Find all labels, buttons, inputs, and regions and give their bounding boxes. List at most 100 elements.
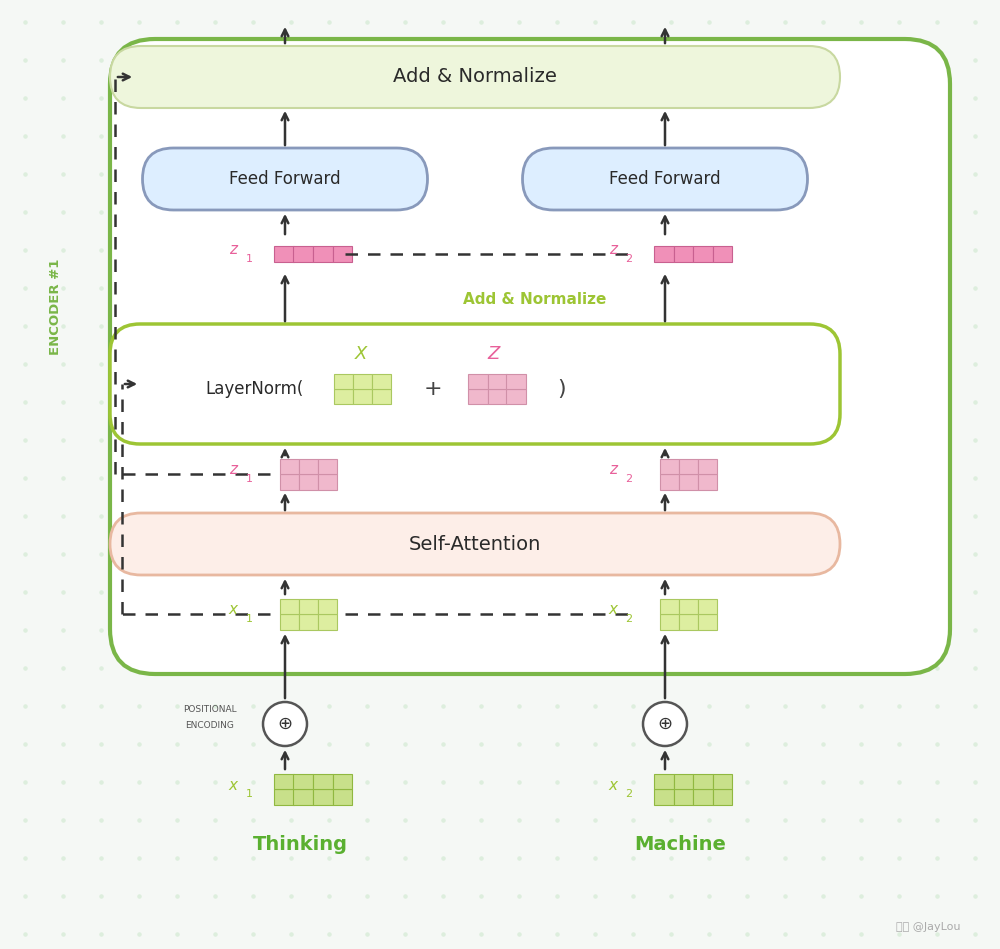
Bar	[313, 246, 332, 262]
Text: $x$: $x$	[608, 603, 620, 618]
Bar	[274, 789, 294, 805]
Bar	[293, 773, 313, 789]
Bar	[713, 246, 732, 262]
Bar	[674, 773, 693, 789]
Text: $z$: $z$	[609, 462, 619, 477]
Text: $z$: $z$	[229, 243, 239, 257]
Bar	[298, 614, 318, 629]
Bar	[468, 374, 488, 389]
Bar	[318, 599, 336, 614]
Bar	[674, 789, 693, 805]
Bar	[280, 614, 298, 629]
Bar	[280, 458, 298, 474]
Text: 1: 1	[246, 614, 253, 624]
Text: $\oplus$: $\oplus$	[277, 715, 293, 733]
Bar	[372, 389, 390, 404]
Text: Add & Normalize: Add & Normalize	[463, 291, 607, 307]
Bar	[332, 789, 352, 805]
Text: Feed Forward: Feed Forward	[229, 170, 341, 188]
FancyBboxPatch shape	[110, 513, 840, 575]
Bar	[372, 374, 390, 389]
Bar	[713, 773, 732, 789]
Bar	[698, 474, 716, 490]
Bar	[332, 773, 352, 789]
Bar	[488, 374, 507, 389]
Text: 1: 1	[246, 789, 253, 799]
Bar	[654, 773, 674, 789]
Text: +: +	[424, 379, 442, 399]
Bar	[313, 773, 332, 789]
Bar	[352, 374, 372, 389]
Text: 2: 2	[625, 789, 633, 799]
Bar	[334, 389, 352, 404]
Text: 2: 2	[625, 474, 633, 484]
Text: $x$: $x$	[228, 603, 240, 618]
Bar	[352, 389, 372, 404]
Bar	[334, 374, 352, 389]
Bar	[298, 474, 318, 490]
Bar	[660, 458, 679, 474]
Bar	[660, 474, 679, 490]
Text: 2: 2	[625, 614, 633, 624]
Bar	[332, 246, 352, 262]
Bar	[298, 599, 318, 614]
Text: ENCODING: ENCODING	[186, 721, 234, 731]
Text: Self-Attention: Self-Attention	[409, 534, 541, 553]
Bar	[318, 474, 336, 490]
Bar	[679, 474, 698, 490]
Bar	[318, 458, 336, 474]
Bar	[488, 389, 507, 404]
Bar	[679, 614, 698, 629]
Bar	[679, 458, 698, 474]
Text: ENCODER #1: ENCODER #1	[49, 258, 62, 355]
Text: 2: 2	[625, 254, 633, 264]
Bar	[674, 246, 693, 262]
Bar	[698, 458, 716, 474]
Text: $x$: $x$	[608, 777, 620, 792]
Bar	[298, 458, 318, 474]
Text: LayerNorm(: LayerNorm(	[206, 380, 304, 398]
FancyBboxPatch shape	[110, 39, 950, 674]
Bar	[654, 246, 674, 262]
Bar	[693, 246, 713, 262]
Bar	[293, 789, 313, 805]
Circle shape	[643, 702, 687, 746]
Text: 知乎 @JayLou: 知乎 @JayLou	[896, 922, 960, 932]
Bar	[313, 789, 332, 805]
Text: 1: 1	[246, 474, 253, 484]
Text: $z$: $z$	[609, 243, 619, 257]
Text: $Z$: $Z$	[487, 345, 503, 363]
FancyBboxPatch shape	[143, 148, 428, 210]
Text: Thinking: Thinking	[252, 834, 348, 853]
Bar	[468, 389, 488, 404]
Text: 1: 1	[246, 254, 253, 264]
Bar	[293, 246, 313, 262]
Text: Feed Forward: Feed Forward	[609, 170, 721, 188]
Text: $\oplus$: $\oplus$	[657, 715, 673, 733]
Text: ): )	[558, 379, 566, 399]
Circle shape	[263, 702, 307, 746]
Bar	[280, 474, 298, 490]
Text: Machine: Machine	[634, 834, 726, 853]
Text: Add & Normalize: Add & Normalize	[393, 67, 557, 86]
Bar	[280, 599, 298, 614]
Bar	[693, 789, 713, 805]
Bar	[506, 374, 526, 389]
Bar	[506, 389, 526, 404]
Bar	[274, 773, 294, 789]
Bar	[693, 773, 713, 789]
Text: $z$: $z$	[229, 462, 239, 477]
Bar	[660, 599, 679, 614]
Bar	[660, 614, 679, 629]
FancyBboxPatch shape	[522, 148, 808, 210]
Bar	[654, 789, 674, 805]
FancyBboxPatch shape	[110, 46, 840, 108]
Bar	[698, 599, 716, 614]
Bar	[274, 246, 294, 262]
Text: $X$: $X$	[354, 345, 370, 363]
Bar	[713, 789, 732, 805]
Bar	[318, 614, 336, 629]
Text: POSITIONAL: POSITIONAL	[183, 704, 237, 714]
Bar	[698, 614, 716, 629]
Bar	[679, 599, 698, 614]
